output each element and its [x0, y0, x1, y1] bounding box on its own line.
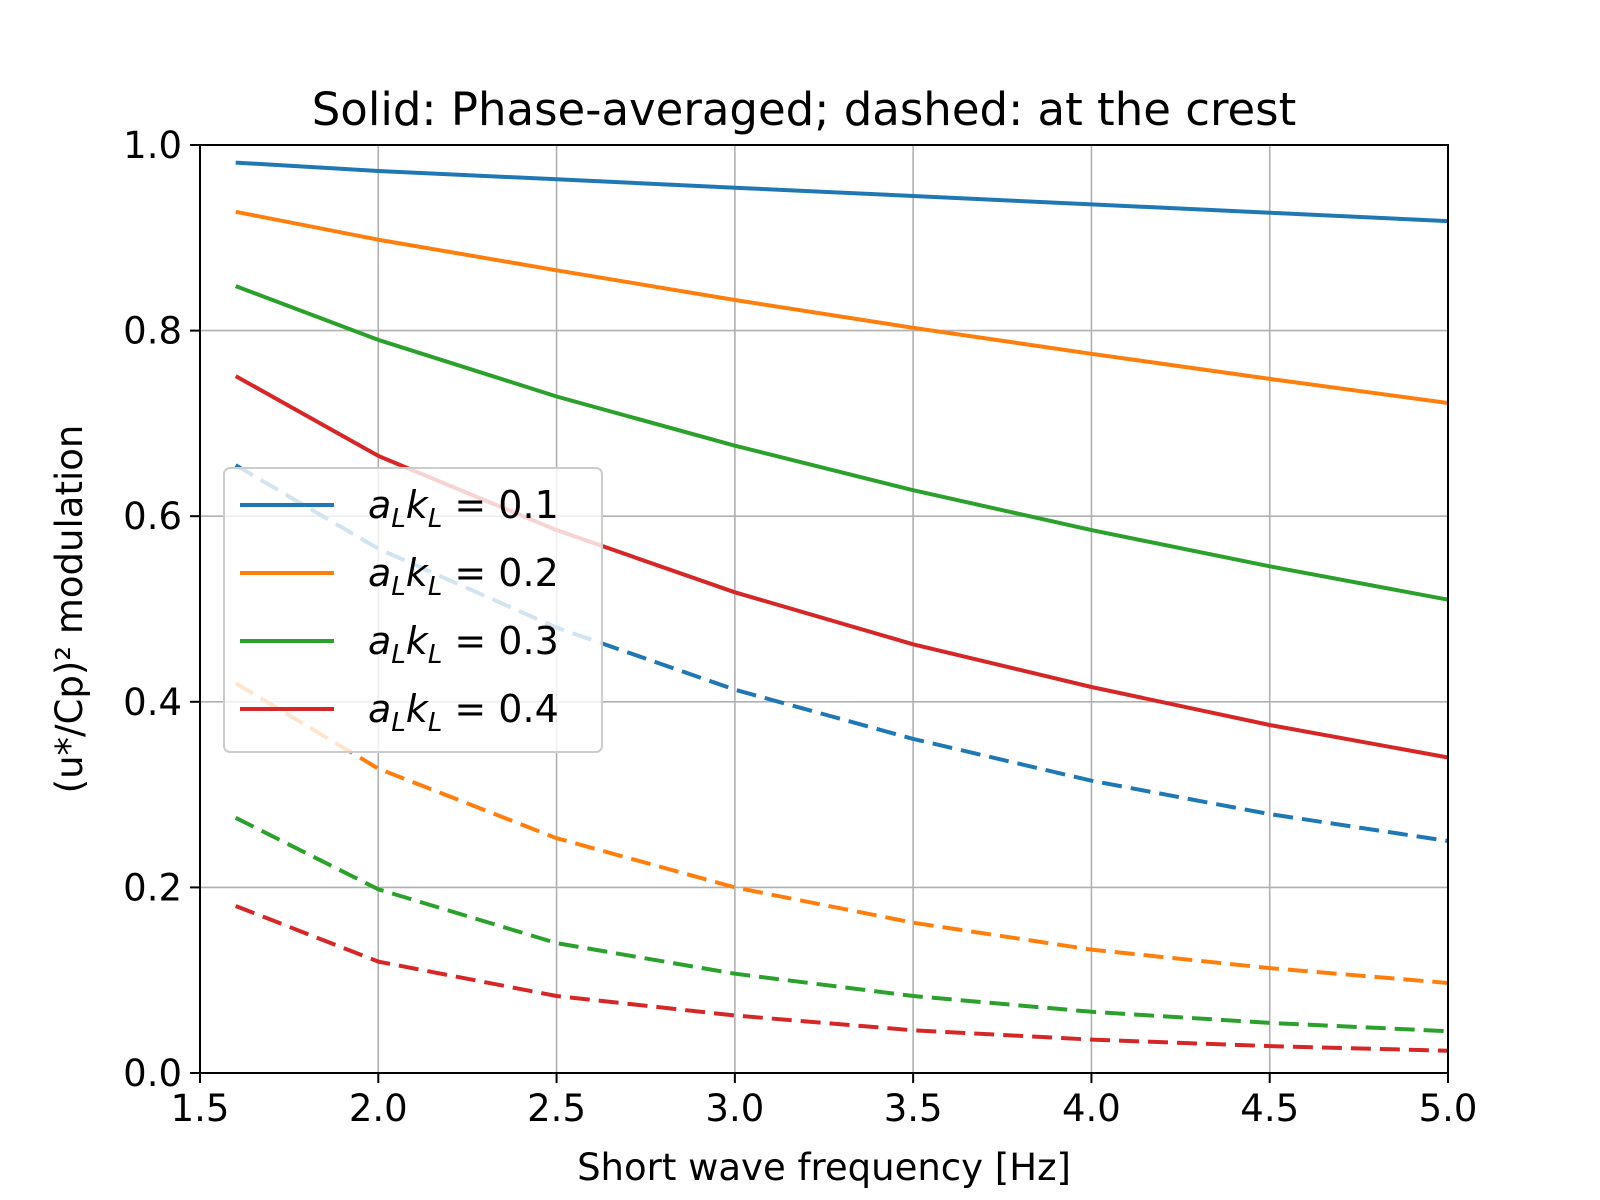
y-tick-label: 0.8 — [123, 310, 182, 353]
y-tick-label: 1.0 — [123, 124, 182, 167]
legend-box — [223, 467, 603, 753]
y-tick-label: 0.4 — [123, 681, 182, 724]
x-tick-label: 4.0 — [1062, 1087, 1121, 1130]
phase-averaged-series-line-1 — [235, 160, 1449, 224]
x-tick-label: 2.0 — [349, 1087, 408, 1130]
crest-series-line-4 — [234, 904, 1449, 1053]
crest-series-line-3 — [234, 816, 1449, 1034]
x-tick-label: 4.5 — [1240, 1087, 1299, 1130]
legend-entry-3: aLkL = 0.3 — [368, 619, 559, 670]
phase-averaged-series-line-2 — [235, 209, 1449, 405]
crest-series-line-1 — [234, 463, 1449, 843]
x-axis-label: Short wave frequency [Hz] — [577, 1146, 1071, 1189]
legend: aLkL = 0.1 aLkL = 0.2 aLkL = 0.3 aLkL = 0.4 — [223, 467, 603, 753]
y-tick-label: 0.0 — [123, 1052, 182, 1095]
axis-ticks: 1.5 2.0 2.5 3.0 3.5 4.0 4.5 5.0 0.0 0.2 0.4 0.6 0.8 1… — [123, 124, 1477, 1130]
x-tick-label: 5.0 — [1419, 1087, 1478, 1130]
y-tick-label: 0.6 — [123, 495, 182, 538]
legend-entry-4: aLkL = 0.4 — [368, 687, 559, 738]
y-tick-label: 0.2 — [123, 866, 182, 909]
phase-averaged-series-line-3 — [234, 284, 1449, 602]
chart-title: Solid: Phase-averaged; dashed: at the cr… — [312, 83, 1297, 136]
legend-entry-1: aLkL = 0.1 — [368, 483, 559, 534]
crest-series-line-2 — [234, 681, 1449, 985]
x-tick-label: 2.5 — [527, 1087, 586, 1130]
y-axis-label: (u*/Cp)² modulation — [48, 425, 91, 794]
x-tick-label: 3.0 — [705, 1087, 764, 1130]
x-tick-label: 3.5 — [884, 1087, 943, 1130]
plot-frame — [199, 144, 1449, 1074]
x-tick-label: 1.5 — [171, 1087, 230, 1130]
legend-entry-2: aLkL = 0.2 — [368, 551, 559, 602]
